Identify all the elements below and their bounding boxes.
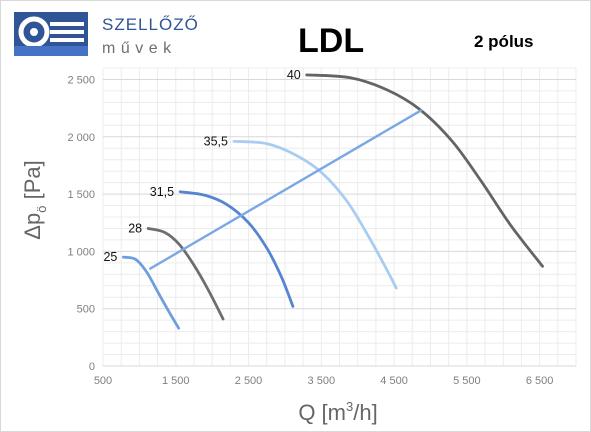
series-line-40 xyxy=(305,73,544,268)
series-label-31-5: 31,5 xyxy=(150,185,174,199)
chart-title: LDL xyxy=(298,22,364,60)
logo-stripe-icon xyxy=(50,30,84,34)
x-tick-label: 4 500 xyxy=(380,375,408,387)
operating-line xyxy=(149,109,423,270)
x-tick-label: 6 500 xyxy=(526,375,554,387)
logo-brand-top: SZELLŐZŐ xyxy=(102,15,199,34)
x-axis-title-end: /h] xyxy=(353,400,377,425)
chart-subtitle: 2 pólus xyxy=(474,32,534,51)
series-label-35-5: 35,5 xyxy=(204,134,228,148)
y-axis-title: Δpö [Pa] xyxy=(20,160,49,239)
x-axis-title-sup: 3 xyxy=(346,399,353,414)
x-axis-title: Q [m3/h] xyxy=(298,399,377,425)
series-line-35-5 xyxy=(232,139,398,290)
y-axis-title-base: Δp xyxy=(20,213,45,240)
series-line-25 xyxy=(121,255,181,330)
series-label-25: 25 xyxy=(103,250,117,264)
series-line-28 xyxy=(146,227,225,321)
series-label-40: 40 xyxy=(287,68,301,82)
y-tick-label: 1 000 xyxy=(67,246,95,258)
series-layer xyxy=(121,73,544,330)
y-tick-label: 500 xyxy=(77,304,95,316)
logo-fan-hub-icon xyxy=(30,28,38,36)
x-tick-label: 5 500 xyxy=(453,375,481,387)
x-tick-label: 1 500 xyxy=(162,375,190,387)
y-tick-label: 2 500 xyxy=(67,74,95,86)
tick-layer: 500 1 500 2 500 3 500 4 500 5 500 6 500 0 500 1 0… xyxy=(67,74,553,387)
y-tick-label: 2 000 xyxy=(67,132,95,144)
series-label-28: 28 xyxy=(128,221,142,235)
grid-layer xyxy=(102,67,577,367)
y-axis-title-sub: ö xyxy=(34,206,49,213)
y-tick-label: 1 500 xyxy=(67,189,95,201)
x-tick-label: 2 500 xyxy=(235,375,263,387)
logo-fan-icon xyxy=(18,16,50,48)
logo-base xyxy=(14,46,88,56)
logo-brand-bottom: művek xyxy=(102,40,177,57)
x-tick-label: 500 xyxy=(94,375,112,387)
series-line-31-5 xyxy=(178,190,295,308)
logo-stripe-icon xyxy=(50,22,84,26)
y-axis-title-end: [Pa] xyxy=(20,160,45,205)
x-axis-title-base: Q [m xyxy=(298,400,346,425)
logo: SZELLŐZŐ művek xyxy=(14,12,199,57)
y-tick-label: 0 xyxy=(89,361,95,373)
series-label-layer: 25 28 31,5 35,5 40 xyxy=(103,68,300,264)
x-tick-label: 3 500 xyxy=(308,375,336,387)
logo-stripe-icon xyxy=(50,38,84,42)
